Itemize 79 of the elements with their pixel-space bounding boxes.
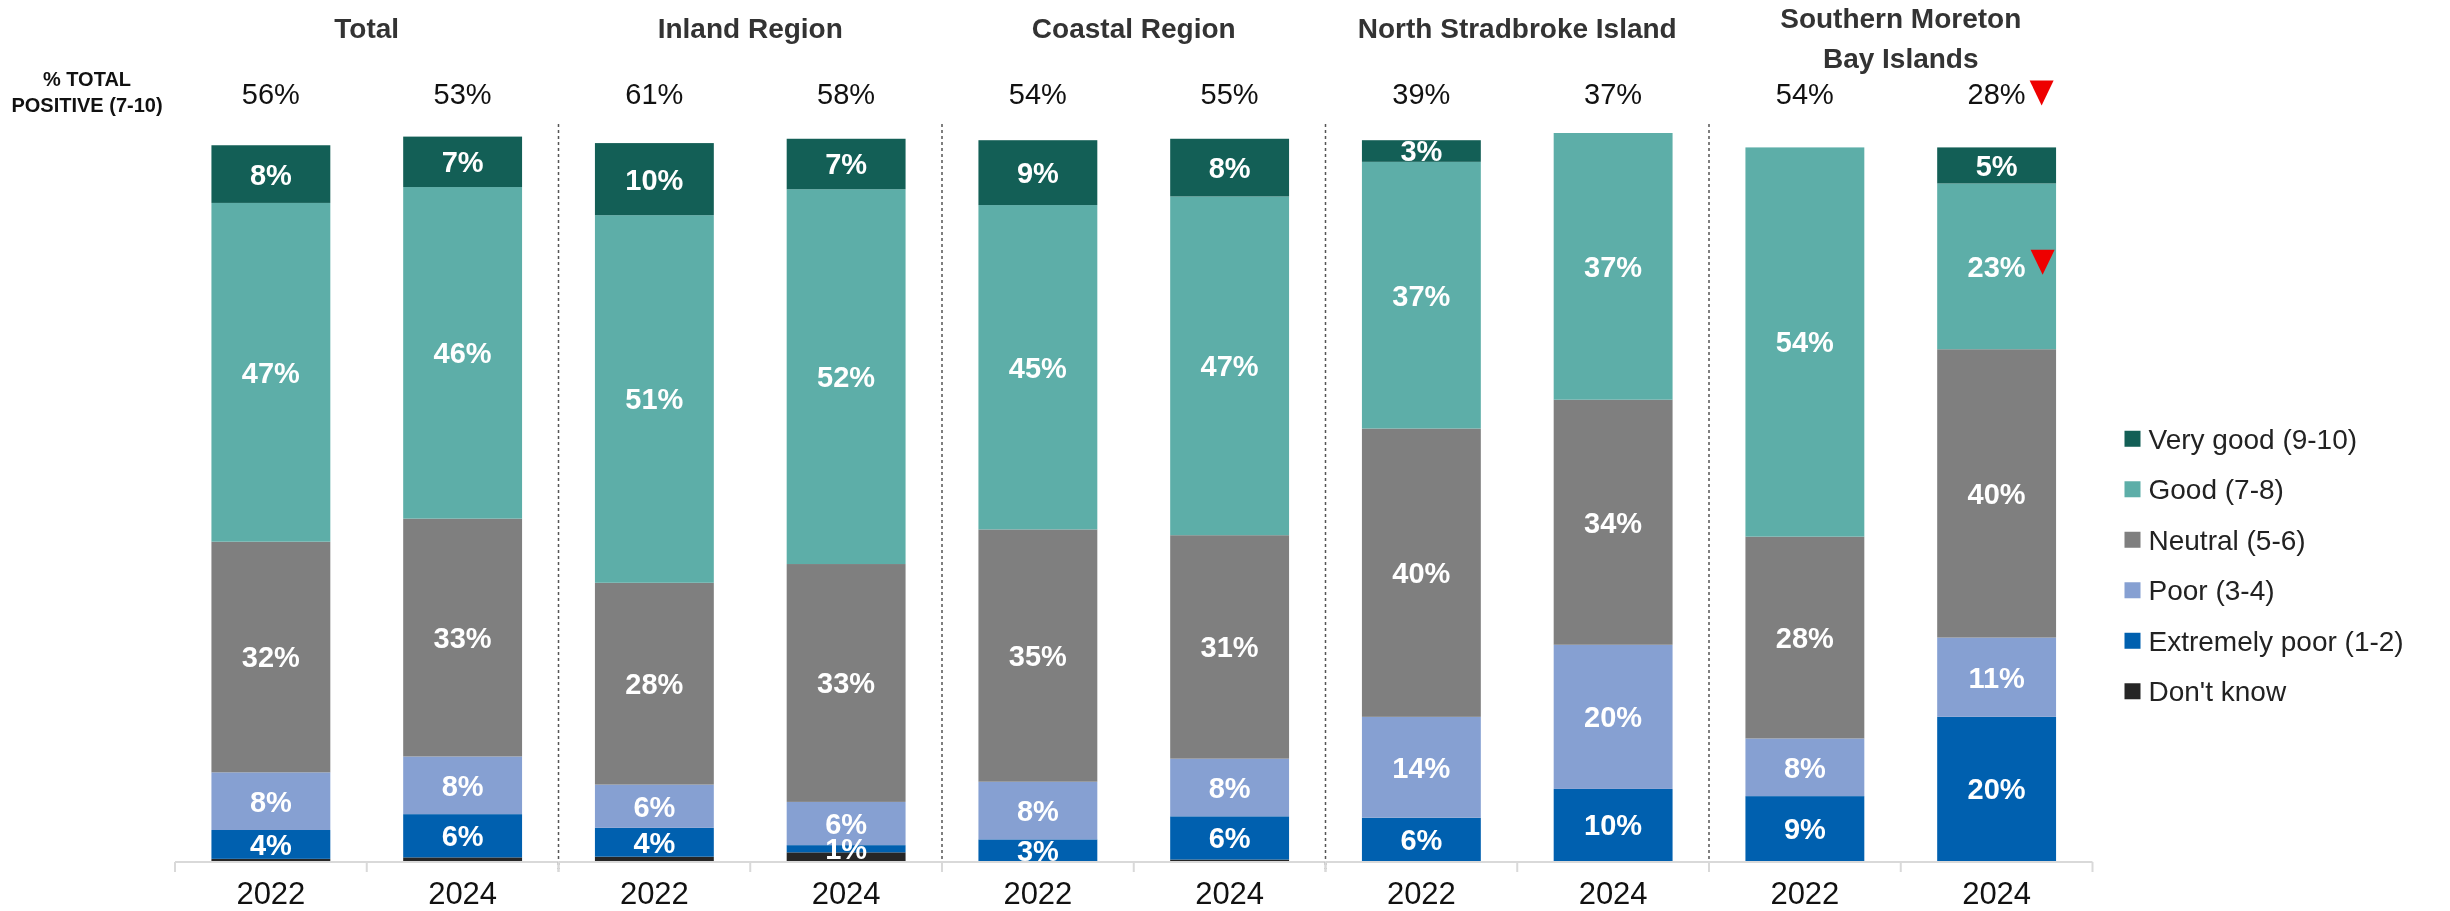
data-label: 8% bbox=[1783, 751, 1827, 784]
data-label: 23% bbox=[1967, 250, 2026, 283]
data-label: 9% bbox=[1016, 157, 1060, 190]
text: 37% bbox=[1584, 78, 1643, 110]
data-label: 8% bbox=[1208, 771, 1251, 804]
data-label: 37% bbox=[1584, 250, 1643, 283]
data-label: 8% bbox=[441, 769, 484, 802]
data-label: 3% bbox=[1400, 135, 1443, 168]
legend-label: Extremely poor (1-2) bbox=[2148, 625, 2404, 657]
data-label: 4% bbox=[249, 828, 293, 861]
legend-label: Very good (9-10) bbox=[2148, 423, 2358, 455]
chart-title: Southern Moreton Bay Islands bbox=[1780, 3, 2022, 74]
data-label: 3% bbox=[1016, 834, 1060, 867]
data-label: 51% bbox=[625, 383, 684, 416]
data-label: 32% bbox=[241, 641, 301, 674]
data-label: 20% bbox=[1967, 773, 2026, 806]
text: 54% bbox=[1008, 78, 1067, 110]
text: 58% bbox=[817, 78, 876, 110]
legend-label: Poor (3-4) bbox=[2148, 575, 2275, 607]
data-label: 47% bbox=[241, 356, 301, 389]
x-tick-label: 2022 bbox=[236, 876, 306, 911]
x-tick-label: 2024 bbox=[1962, 876, 2032, 911]
data-label: 6% bbox=[441, 820, 484, 853]
text: 28% bbox=[1967, 78, 2026, 110]
data-label: 46% bbox=[433, 337, 492, 370]
data-label: 8% bbox=[249, 785, 293, 818]
x-tick-label: 2024 bbox=[811, 876, 881, 911]
data-label: 11% bbox=[1968, 661, 2026, 694]
data-label: 7% bbox=[825, 148, 868, 181]
data-label: 6% bbox=[633, 790, 676, 823]
data-label: 37% bbox=[1392, 279, 1451, 312]
data-label: 31% bbox=[1200, 631, 1259, 664]
chart-title: Inland Region bbox=[657, 13, 843, 44]
text: 53% bbox=[433, 78, 492, 110]
text: 54% bbox=[1775, 78, 1834, 110]
data-label: 7% bbox=[441, 146, 484, 179]
x-tick-label: 2022 bbox=[1003, 876, 1073, 911]
data-label: 10% bbox=[1584, 809, 1643, 842]
x-tick-label: 2024 bbox=[1578, 876, 1648, 911]
data-label: 8% bbox=[1016, 794, 1060, 827]
chart-title: Total bbox=[334, 13, 400, 44]
text: 56% bbox=[241, 78, 300, 110]
data-label: 8% bbox=[1208, 152, 1251, 185]
legend-label: Good (7-8) bbox=[2148, 474, 2284, 506]
legend-label: Neutral (5-6) bbox=[2148, 524, 2306, 556]
x-tick-label: 2024 bbox=[428, 876, 498, 911]
x-tick-label: 2022 bbox=[1386, 876, 1456, 911]
text: 61% bbox=[625, 78, 684, 110]
data-label: 28% bbox=[625, 668, 684, 701]
data-label: 6% bbox=[1208, 822, 1251, 855]
data-label: 45% bbox=[1008, 351, 1068, 384]
data-label: 33% bbox=[433, 621, 492, 654]
chart-title: Coastal Region bbox=[1031, 13, 1236, 44]
data-label: 33% bbox=[817, 667, 876, 700]
data-label: 6% bbox=[1400, 823, 1443, 856]
legend-label: Don't know bbox=[2148, 676, 2287, 708]
data-label: 4% bbox=[633, 826, 676, 859]
x-tick-label: 2022 bbox=[619, 876, 689, 911]
x-tick-label: 2024 bbox=[1195, 876, 1265, 911]
text: % TOTAL POSITIVE (7-10) bbox=[11, 68, 163, 116]
data-label: 6% bbox=[825, 807, 868, 840]
data-label: 14% bbox=[1392, 751, 1451, 784]
data-label: 34% bbox=[1584, 506, 1643, 539]
data-label: 47% bbox=[1200, 350, 1259, 383]
data-label: 10% bbox=[625, 163, 684, 196]
text: 55% bbox=[1200, 78, 1259, 110]
data-label: 5% bbox=[1975, 149, 2018, 182]
data-label: 20% bbox=[1584, 701, 1643, 734]
data-label: 52% bbox=[817, 361, 876, 394]
data-label: 28% bbox=[1775, 621, 1835, 654]
data-label: 54% bbox=[1775, 326, 1835, 359]
data-label: 40% bbox=[1392, 557, 1451, 590]
text: 39% bbox=[1392, 78, 1451, 110]
x-tick-label: 2022 bbox=[1770, 876, 1840, 911]
chart-title: North Stradbroke Island bbox=[1357, 13, 1677, 44]
data-label: 8% bbox=[249, 158, 293, 191]
data-label: 9% bbox=[1783, 813, 1827, 845]
data-label: 35% bbox=[1008, 640, 1068, 673]
data-label: 40% bbox=[1967, 477, 2026, 510]
